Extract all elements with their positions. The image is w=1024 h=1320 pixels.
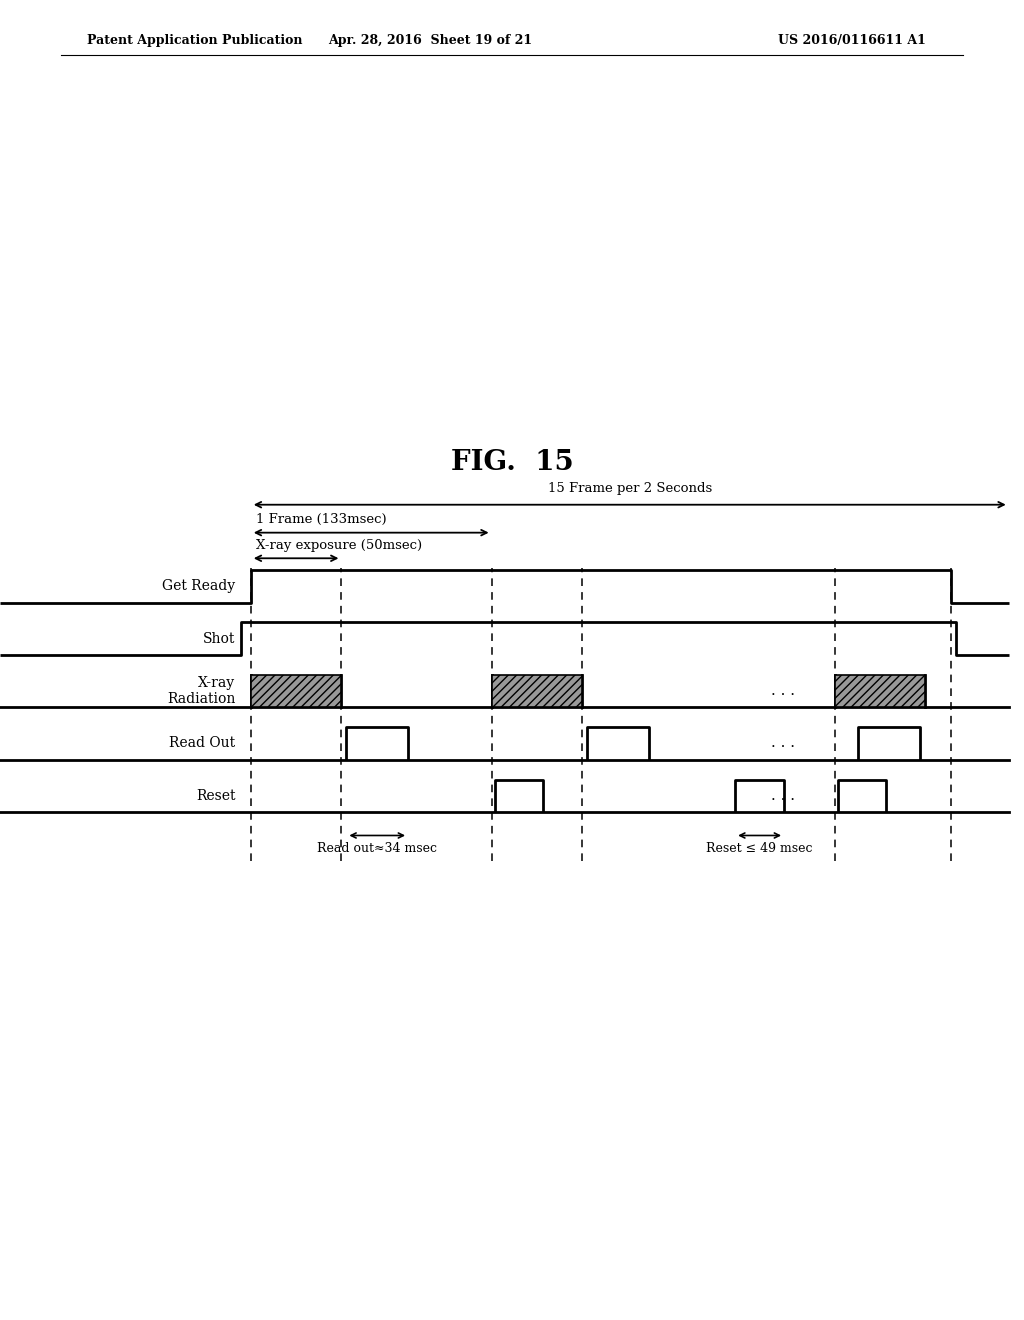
Text: X-ray
Radiation: X-ray Radiation: [167, 676, 236, 706]
Text: US 2016/0116611 A1: US 2016/0116611 A1: [778, 34, 926, 48]
Bar: [835, 675, 925, 708]
Bar: [492, 675, 582, 708]
Text: . . .: . . .: [771, 684, 796, 698]
Text: FIG.  15: FIG. 15: [451, 449, 573, 475]
Text: Apr. 28, 2016  Sheet 19 of 21: Apr. 28, 2016 Sheet 19 of 21: [328, 34, 532, 48]
Text: Patent Application Publication: Patent Application Publication: [87, 34, 302, 48]
Text: Reset: Reset: [196, 789, 236, 803]
Text: Shot: Shot: [203, 632, 236, 645]
Text: 15 Frame per 2 Seconds: 15 Frame per 2 Seconds: [548, 482, 712, 495]
Bar: [251, 675, 341, 708]
Text: X-ray exposure (50msec): X-ray exposure (50msec): [256, 540, 422, 553]
Text: Read out≈34 msec: Read out≈34 msec: [317, 842, 437, 855]
Text: 1 Frame (133msec): 1 Frame (133msec): [256, 512, 387, 525]
Text: . . .: . . .: [771, 789, 796, 803]
Text: Get Ready: Get Ready: [163, 579, 236, 593]
Text: . . .: . . .: [771, 737, 796, 751]
Text: Reset ≤ 49 msec: Reset ≤ 49 msec: [707, 842, 813, 855]
Text: Read Out: Read Out: [169, 737, 236, 751]
